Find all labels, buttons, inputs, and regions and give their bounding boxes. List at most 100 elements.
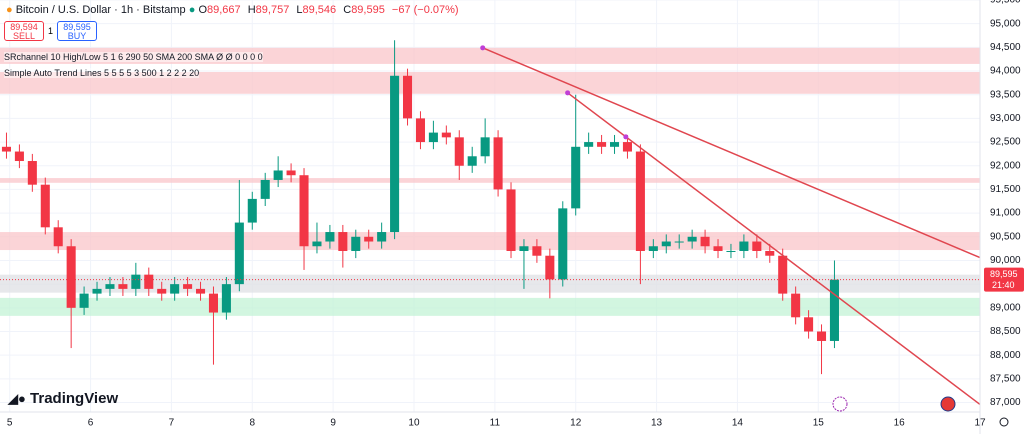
candle-body xyxy=(299,175,309,247)
candle-body xyxy=(66,246,76,308)
candle-body xyxy=(713,246,723,251)
candle-body xyxy=(53,227,63,247)
indicator-label[interactable]: Simple Auto Trend Lines 5 5 5 5 3 500 1 … xyxy=(4,68,200,78)
candle-body xyxy=(571,146,581,209)
candle-body xyxy=(829,279,839,341)
high: 89,757 xyxy=(255,4,290,16)
candle-body xyxy=(493,137,503,190)
x-tick-label: 16 xyxy=(894,418,906,429)
x-tick-label: 8 xyxy=(249,418,255,429)
candle-body xyxy=(558,208,568,280)
candle-body xyxy=(131,274,141,289)
candle-body xyxy=(415,118,425,143)
sell-button[interactable]: 89,594 SELL xyxy=(4,21,44,41)
countdown: 21:40 xyxy=(992,280,1015,290)
candle-body xyxy=(40,184,50,228)
sr-zone xyxy=(0,178,980,183)
pivot-point xyxy=(480,45,486,51)
sr-zone xyxy=(0,71,980,94)
y-tick-label: 93,000 xyxy=(990,113,1021,124)
sr-zone xyxy=(0,297,980,316)
candle-body xyxy=(519,246,529,251)
symbol[interactable]: Bitcoin / U.S. Dollar · 1h · Bitstamp xyxy=(15,4,186,16)
change: −67 (−0.07%) xyxy=(391,4,459,16)
candle-body xyxy=(674,241,684,243)
candle-body xyxy=(234,222,244,285)
candle-body xyxy=(428,132,438,143)
price-tag-label: 89,595 xyxy=(990,269,1018,279)
h-label: H xyxy=(247,4,256,16)
candle-body xyxy=(14,151,24,162)
y-tick-label: 92,500 xyxy=(990,137,1021,148)
spread: 1 xyxy=(48,26,54,36)
candle-body xyxy=(506,189,516,251)
y-tick-label: 90,000 xyxy=(990,255,1021,266)
pivot-point xyxy=(623,134,629,140)
y-tick-label: 91,000 xyxy=(990,208,1021,219)
candle-body xyxy=(480,137,490,157)
x-tick-label: 15 xyxy=(813,418,825,429)
candle-body xyxy=(765,250,775,256)
candle-body xyxy=(92,288,102,294)
candle-body xyxy=(286,170,296,176)
candle-body xyxy=(105,284,115,289)
candle-body xyxy=(325,232,335,242)
settings-icon xyxy=(999,417,1009,427)
time-axis xyxy=(0,412,980,434)
y-tick-label: 94,500 xyxy=(990,42,1021,53)
y-tick-label: 94,000 xyxy=(990,66,1021,77)
low: 89,546 xyxy=(302,4,337,16)
buy-button[interactable]: 89,595 BUY xyxy=(57,21,98,41)
x-tick-label: 5 xyxy=(7,418,13,429)
event-icon xyxy=(940,396,956,412)
candle-body xyxy=(687,236,697,242)
y-tick-label: 95,500 xyxy=(990,0,1021,6)
price-tag xyxy=(984,267,1024,292)
candle-body xyxy=(739,241,749,251)
candle-body xyxy=(364,236,374,242)
logo-text: TradingView xyxy=(30,390,119,407)
logo-icon: ◢● xyxy=(8,391,26,406)
logo[interactable]: ◢● TradingView xyxy=(8,390,118,407)
candle-body xyxy=(170,284,180,294)
x-tick-label: 9 xyxy=(330,418,336,429)
candle-body xyxy=(312,241,322,247)
candle-body xyxy=(260,179,270,199)
y-tick-label: 87,000 xyxy=(990,397,1021,408)
y-tick-label: 87,500 xyxy=(990,373,1021,384)
x-tick-label: 17 xyxy=(974,418,986,429)
candle-body xyxy=(700,236,710,247)
candle-body xyxy=(118,284,128,289)
y-tick-label: 88,500 xyxy=(990,326,1021,337)
trend-line xyxy=(482,47,981,259)
y-tick-label: 89,000 xyxy=(990,302,1021,313)
candle-body xyxy=(816,331,827,341)
candle-body xyxy=(635,151,645,251)
c-label: C xyxy=(343,4,352,16)
price-axis xyxy=(980,0,1024,434)
candle-body xyxy=(778,255,788,294)
candle-body xyxy=(273,170,283,180)
candle-body xyxy=(183,284,193,289)
candle-body xyxy=(157,288,167,294)
y-tick-label: 88,000 xyxy=(990,350,1021,361)
candle-body xyxy=(247,198,257,223)
o-label: O xyxy=(198,4,207,16)
candle-body xyxy=(377,232,387,242)
candle-body xyxy=(597,142,607,147)
buy-label: BUY xyxy=(67,31,87,41)
pivot-point xyxy=(565,90,571,96)
close: 89,595 xyxy=(351,4,385,16)
indicator-label[interactable]: SRchannel 10 High/Low 5 1 6 290 50 SMA 2… xyxy=(4,52,263,62)
candle-body xyxy=(545,255,555,280)
trend-line xyxy=(567,92,981,406)
event-icon xyxy=(832,396,848,412)
x-tick-label: 6 xyxy=(88,418,94,429)
candle-body xyxy=(221,284,231,313)
sr-zone xyxy=(0,232,980,251)
status-dot: ● xyxy=(188,4,199,16)
open: 89,667 xyxy=(207,4,241,16)
candle-body xyxy=(804,317,814,332)
header: ● Bitcoin / U.S. Dollar · 1h · Bitstamp … xyxy=(6,4,463,16)
